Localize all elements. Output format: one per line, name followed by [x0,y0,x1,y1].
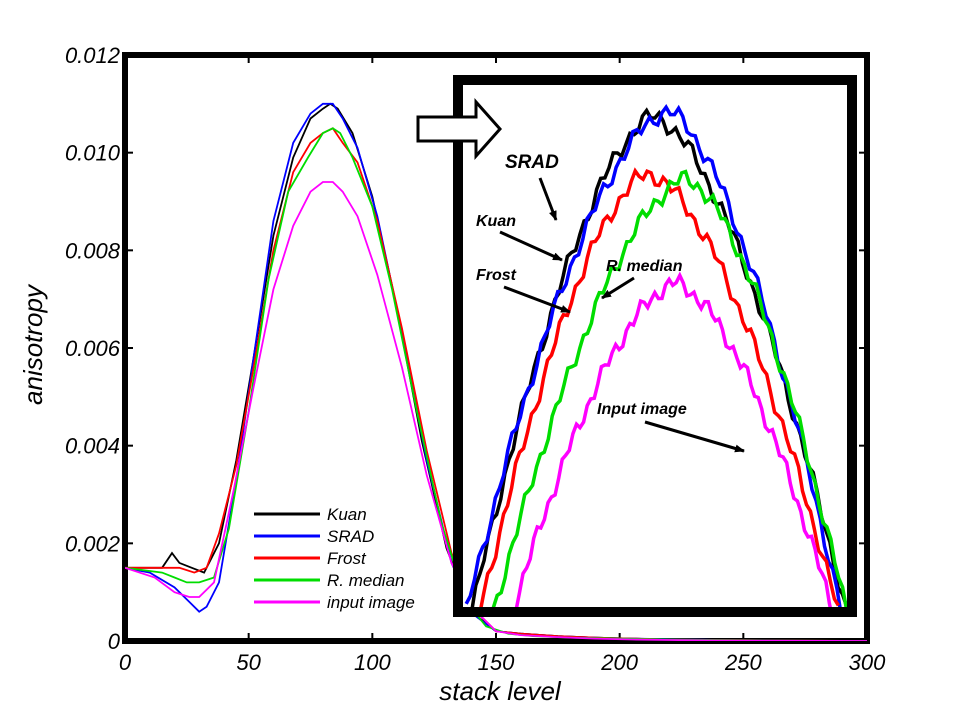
y-tick-label: 0.012 [65,43,120,68]
x-tick-label: 250 [724,650,762,675]
zoom-arrow-icon [416,98,503,160]
y-tick-label: 0.004 [65,434,120,459]
x-tick-label: 150 [478,650,515,675]
legend-label: Frost [327,549,367,568]
x-tick-label: 0 [119,650,132,675]
y-tick-label: 0.006 [65,336,121,361]
y-tick-label: 0.008 [65,238,121,263]
y-tick-label: 0.010 [65,141,121,166]
inset-label-input: Input image [597,401,687,418]
legend-label: SRAD [327,527,374,546]
inset-label-srad: SRAD [505,152,559,173]
inset-series-group [464,104,849,612]
series-line-input-image [125,181,867,641]
x-axis-title: stack level [439,676,562,706]
inset-line-input-image [511,271,833,612]
x-tick-label: 50 [236,650,261,675]
inset-frame [453,75,857,617]
x-tick-label: 200 [600,650,638,675]
x-tick-label: 300 [849,650,886,675]
x-axis-ticks: 0 50 100 150 200 250 300 [119,55,886,675]
inset-label-rmedian: R. median [606,258,683,275]
inset-line-frost [478,167,840,612]
inset-arrow-srad [538,177,558,221]
y-axis-ticks: 0 0.002 0.004 0.006 0.008 0.010 0.012 [65,43,867,654]
y-tick-label: 0.002 [65,531,120,556]
x-tick-label: 100 [354,650,391,675]
inset-background [458,80,852,612]
legend-label: R. median [327,571,404,590]
main-series-group [125,102,867,641]
inset-line-r-median [491,169,849,611]
inset-label-frost: Frost [476,267,517,284]
inset-arrow-rmedian [601,276,635,300]
inset-label-kuan: Kuan [476,213,516,230]
legend: Kuan SRAD Frost R. median input image [254,505,415,612]
inset-panel [453,75,857,617]
legend-label: Kuan [327,505,367,524]
legend-label: input image [327,593,415,612]
y-axis-title: anisotropy [18,283,48,405]
y-tick-label: 0 [108,629,121,654]
inset-arrow-kuan [499,230,563,262]
inset-arrow-input [644,420,745,453]
inset-arrow-frost [503,285,571,314]
